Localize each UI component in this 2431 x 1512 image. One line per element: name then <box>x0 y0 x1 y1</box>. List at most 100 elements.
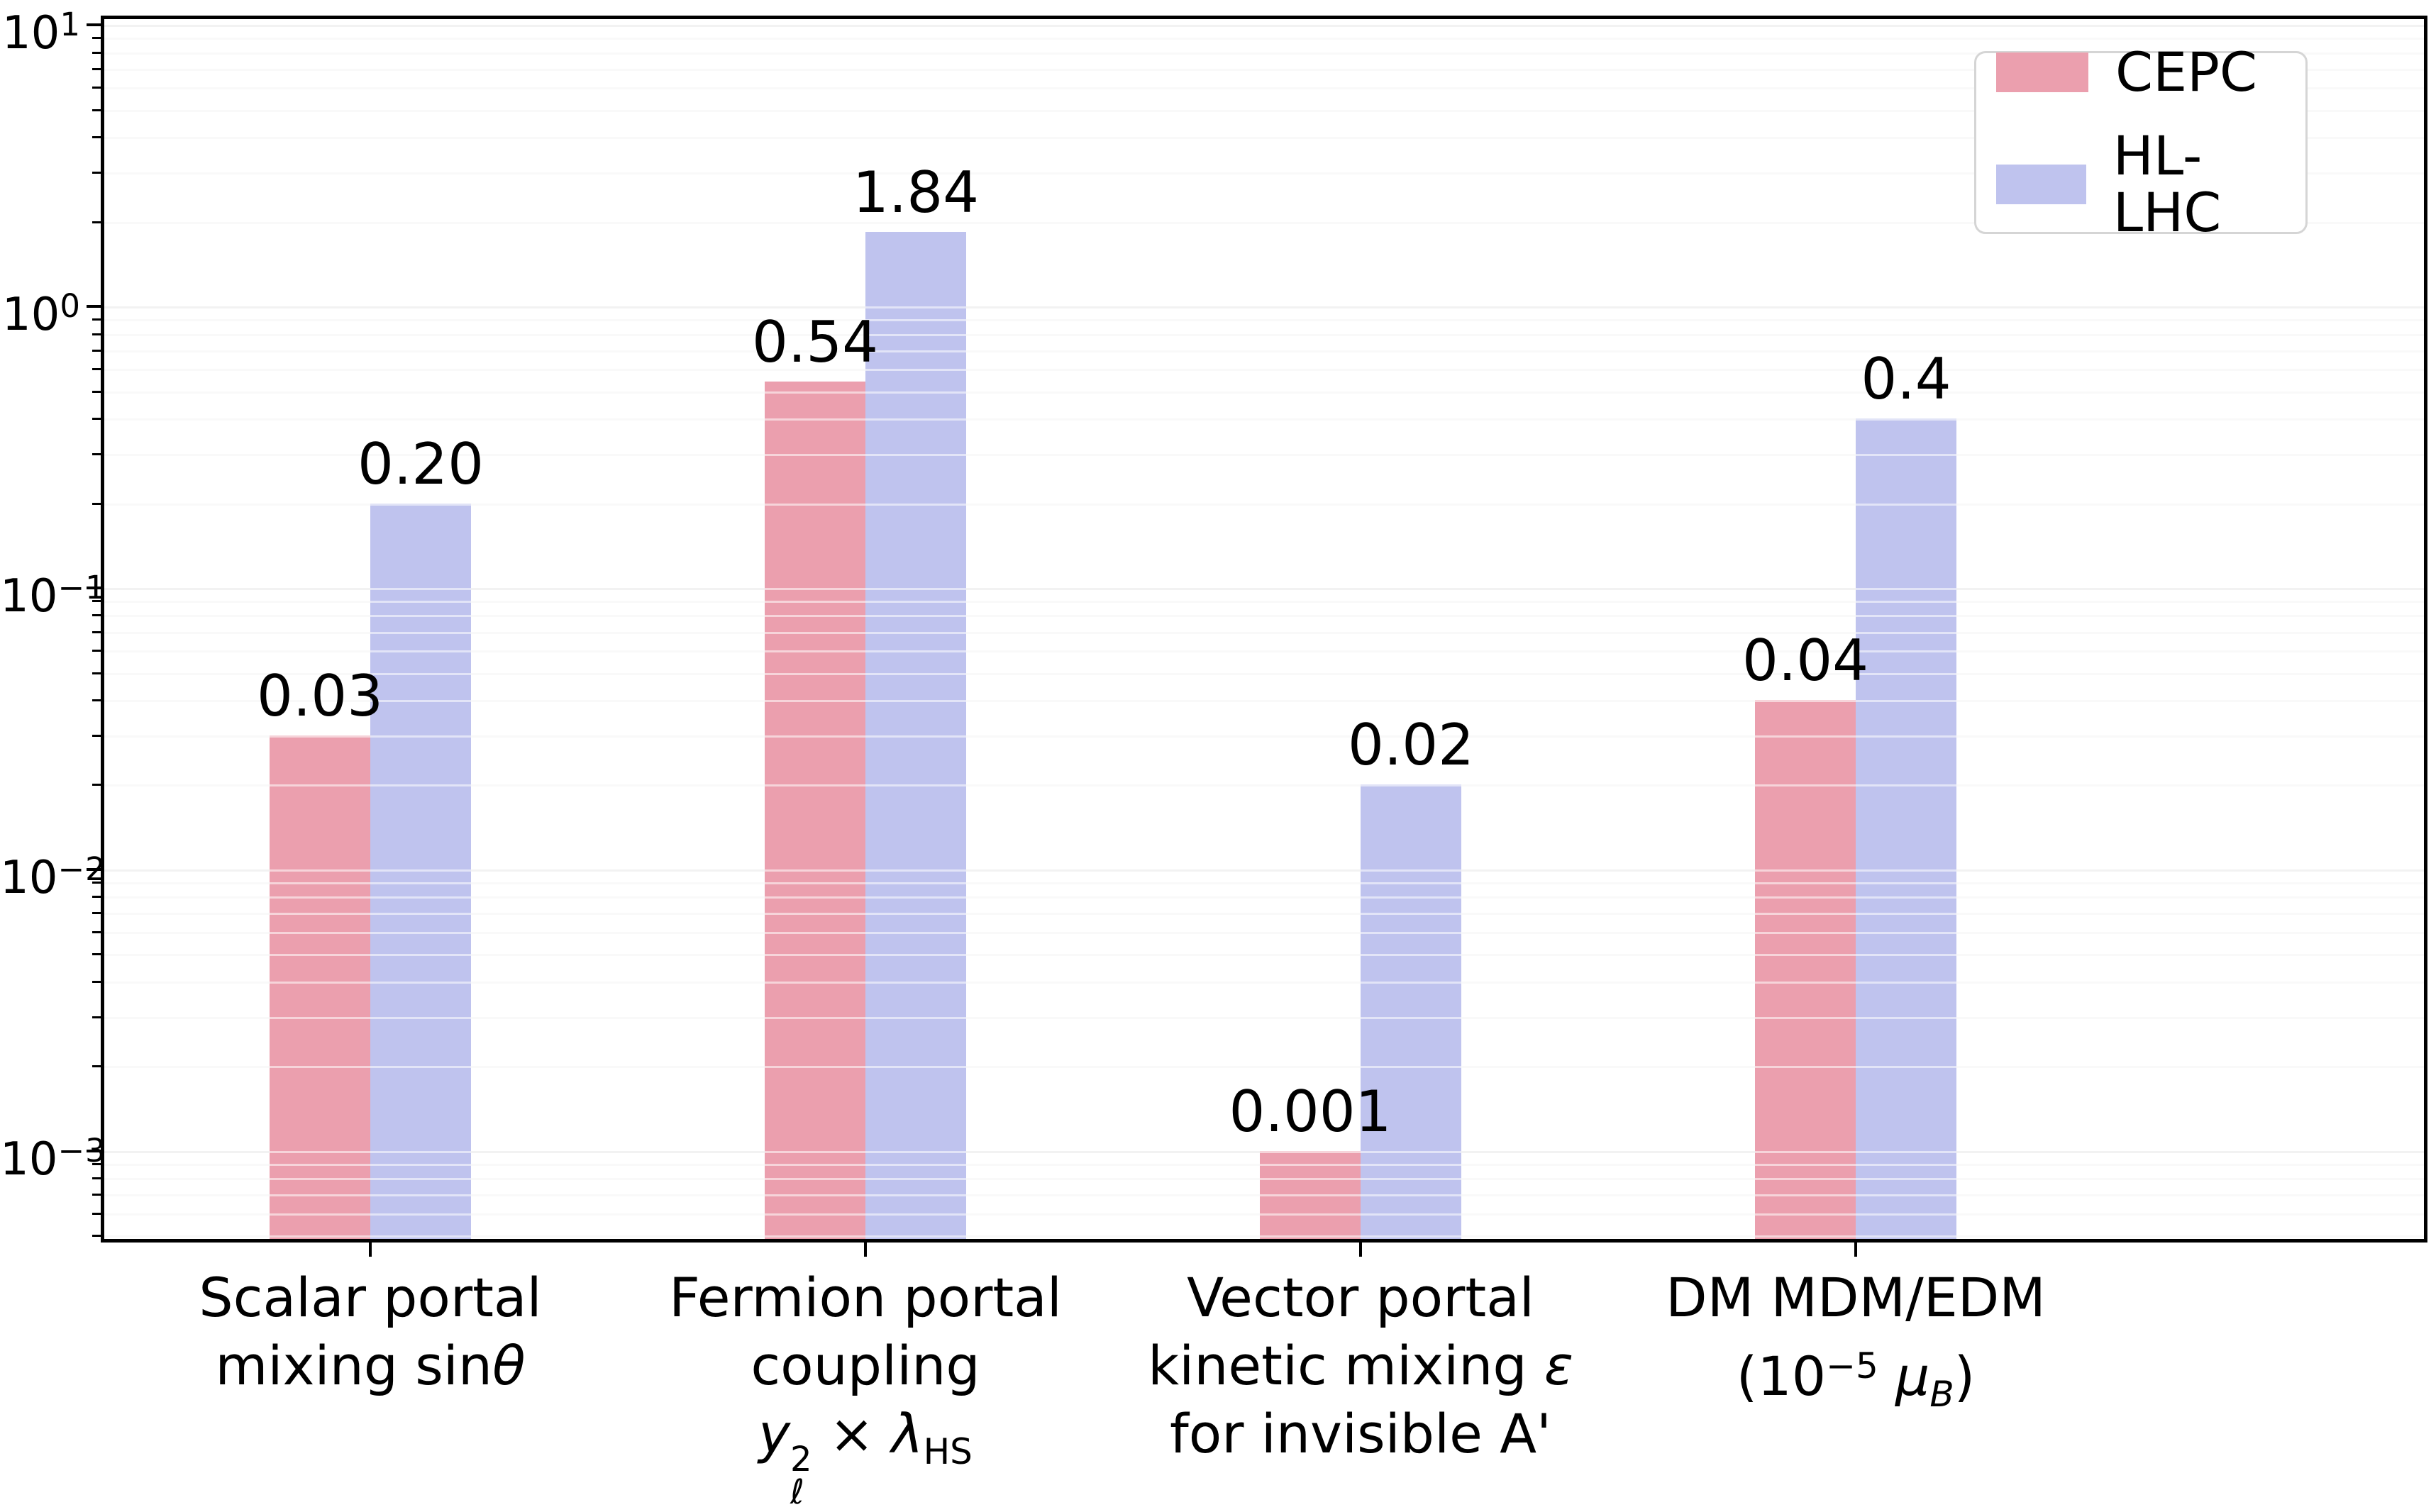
y-minor-tick <box>92 896 101 898</box>
gridline-overlay <box>104 784 2424 786</box>
y-minor-tick <box>92 109 101 111</box>
y-minor-tick <box>92 981 101 983</box>
gridline-overlay <box>104 1017 2424 1019</box>
y-minor-tick <box>92 931 101 933</box>
y-minor-tick <box>92 600 101 602</box>
category-label-3: DM MDM/EDM (10−5 μB) <box>1666 1266 2046 1415</box>
y-tick-label: 10−2 <box>0 850 106 904</box>
y-minor-tick <box>92 1213 101 1215</box>
gridline-overlay <box>104 869 2424 872</box>
gridline-overlay <box>104 882 2424 884</box>
y-major-tick <box>87 23 101 26</box>
gridline-overlay <box>104 350 2424 352</box>
bar-cepc-0 <box>270 735 370 1239</box>
y-major-tick <box>87 1150 101 1152</box>
legend-row: HL-LHC <box>1996 128 2305 241</box>
y-minor-tick <box>92 1235 101 1237</box>
bar-value-label: 0.54 <box>751 309 879 375</box>
gridline-overlay <box>104 1066 2424 1068</box>
y-minor-tick <box>92 68 101 70</box>
y-major-tick <box>87 305 101 308</box>
gridline-overlay <box>104 38 2424 40</box>
y-minor-tick <box>92 784 101 786</box>
gridline-overlay <box>104 1213 2424 1216</box>
category-label-0: Scalar portal mixing sinθ <box>199 1266 542 1397</box>
gridline-overlay <box>104 454 2424 456</box>
gridline-overlay <box>104 913 2424 915</box>
legend-row: CEPC <box>1996 44 2305 101</box>
y-minor-tick <box>92 318 101 321</box>
y-minor-tick <box>92 631 101 633</box>
y-minor-tick <box>92 1163 101 1165</box>
legend-label: CEPC <box>2115 40 2257 104</box>
y-minor-tick <box>92 912 101 914</box>
y-tick-label: 100 <box>1 287 81 341</box>
y-minor-tick <box>92 350 101 352</box>
y-minor-tick <box>92 650 101 652</box>
y-minor-tick <box>92 87 101 89</box>
y-minor-tick <box>92 882 101 884</box>
y-minor-tick <box>92 136 101 138</box>
x-tick <box>1359 1243 1362 1257</box>
y-major-tick <box>87 587 101 589</box>
bar-value-label: 0.04 <box>1741 628 1869 694</box>
y-minor-tick <box>92 1016 101 1018</box>
y-minor-tick <box>92 418 101 420</box>
bar-cepc-3 <box>1755 700 1856 1239</box>
y-minor-tick <box>92 52 101 54</box>
gridline-overlay <box>104 673 2424 675</box>
gridline-overlay <box>104 504 2424 506</box>
y-minor-tick <box>92 1194 101 1196</box>
legend-swatch <box>1996 165 2086 204</box>
gridline-overlay <box>104 700 2424 702</box>
gridline-overlay <box>104 954 2424 956</box>
y-minor-tick <box>92 453 101 455</box>
gridline-overlay <box>104 137 2424 139</box>
bar-value-label: 0.001 <box>1229 1079 1392 1145</box>
y-tick-label: 10−3 <box>0 1132 106 1186</box>
y-minor-tick <box>92 172 101 174</box>
bar-hl-lhc-2 <box>1361 784 1461 1239</box>
bar-value-label: 0.4 <box>1861 346 1951 412</box>
bar-cepc-1 <box>765 382 865 1239</box>
bar-value-label: 0.02 <box>1347 712 1475 778</box>
y-minor-tick <box>92 391 101 393</box>
y-minor-tick <box>92 614 101 616</box>
gridline-overlay <box>104 52 2424 55</box>
legend-label: HL-LHC <box>2112 124 2222 244</box>
y-minor-tick <box>92 672 101 674</box>
gridline-overlay <box>104 172 2424 174</box>
gridline-overlay <box>104 632 2424 634</box>
gridline-overlay <box>104 418 2424 421</box>
gridline-overlay <box>104 222 2424 224</box>
bar-hl-lhc-3 <box>1856 418 1956 1239</box>
gridline-overlay <box>104 1235 2424 1238</box>
gridline-overlay <box>104 588 2424 590</box>
category-label-2: Vector portal kinetic mixing ε for invisib… <box>1148 1266 1573 1465</box>
gridline-overlay <box>104 932 2424 934</box>
y-minor-tick <box>92 699 101 701</box>
y-minor-tick <box>92 503 101 505</box>
gridline-overlay <box>104 1178 2424 1180</box>
gridline-overlay <box>104 25 2424 27</box>
x-tick <box>1854 1243 1857 1257</box>
gridline-overlay <box>104 615 2424 617</box>
gridline-overlay <box>104 1164 2424 1166</box>
x-tick <box>864 1243 867 1257</box>
gridline-overlay <box>104 601 2424 603</box>
y-minor-tick <box>92 37 101 39</box>
bar-value-label: 1.84 <box>852 160 980 226</box>
x-tick <box>369 1243 372 1257</box>
gridline-overlay <box>104 896 2424 899</box>
y-major-tick <box>87 868 101 871</box>
category-label-1: Fermion portal coupling y 2 ℓ × λHS <box>669 1266 1062 1512</box>
y-minor-tick <box>92 1065 101 1067</box>
gridline-overlay <box>104 735 2424 738</box>
gridline-overlay <box>104 369 2424 371</box>
y-tick-label: 101 <box>1 6 81 60</box>
legend-swatch <box>1996 52 2088 92</box>
gridline-overlay <box>104 650 2424 652</box>
gridline-overlay <box>104 110 2424 112</box>
gridline-overlay <box>104 69 2424 71</box>
